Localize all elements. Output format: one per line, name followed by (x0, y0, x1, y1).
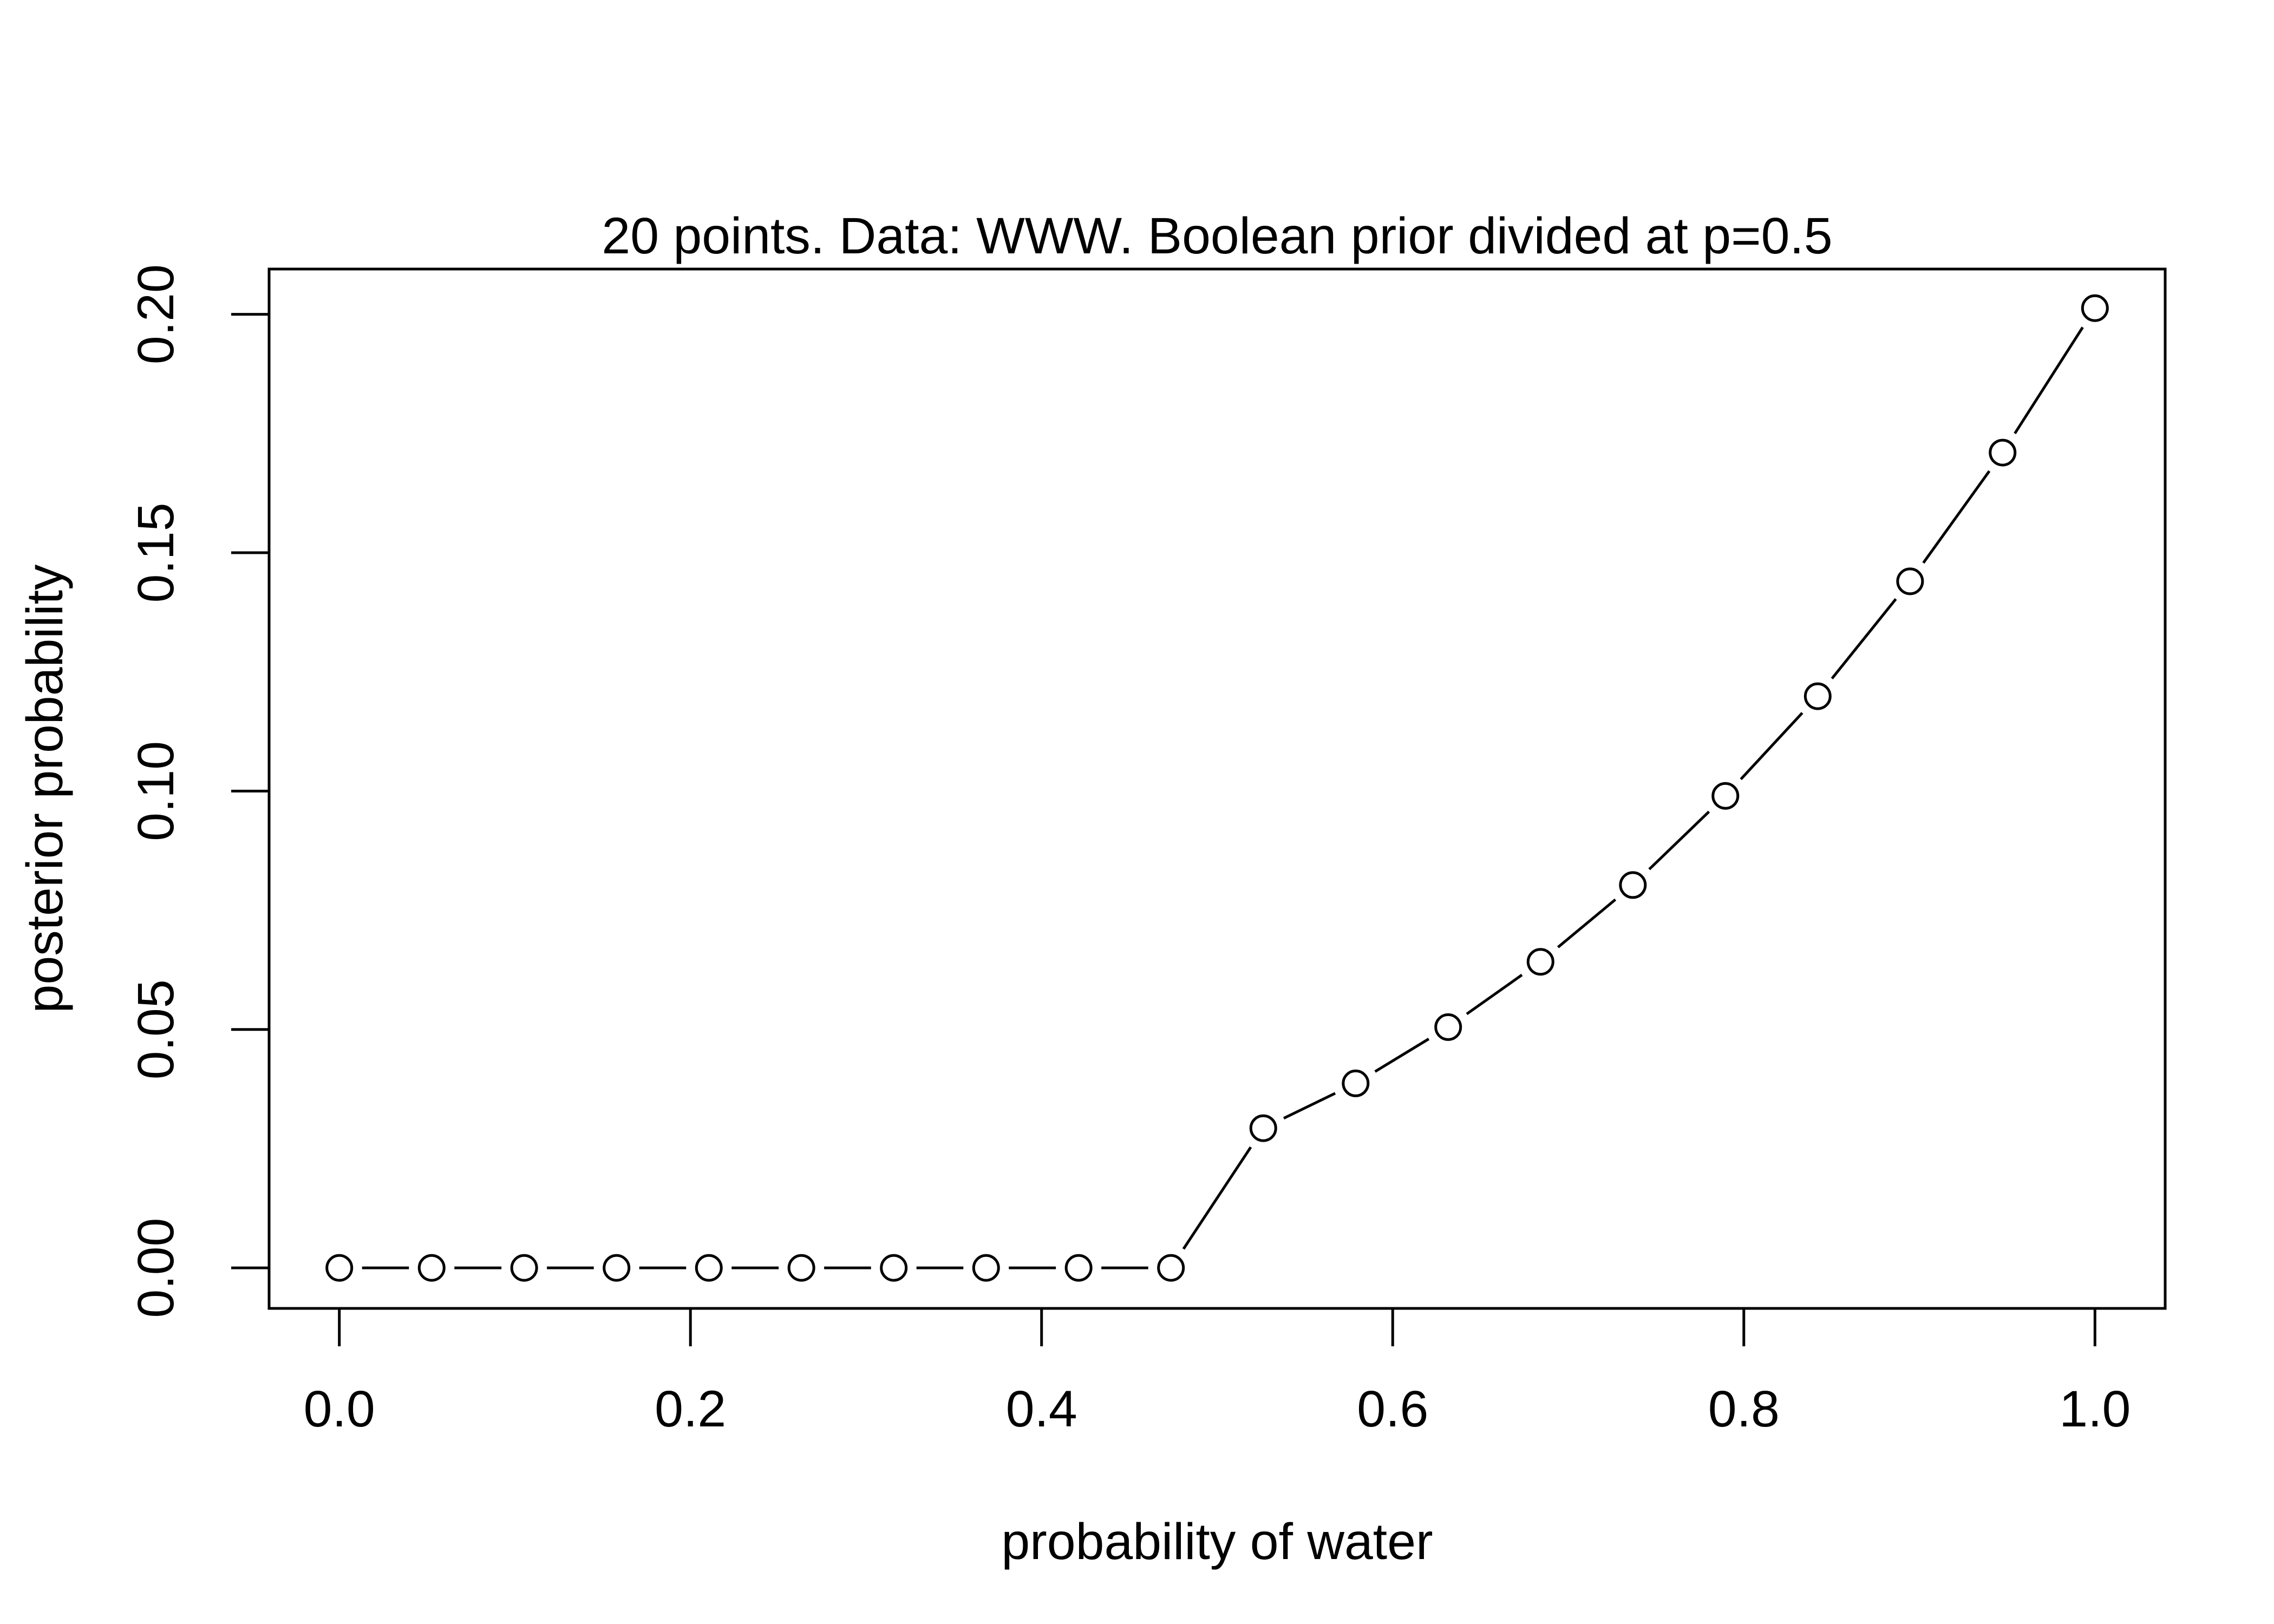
y-tick-label: 0.05 (127, 979, 185, 1079)
data-point (1989, 438, 2017, 467)
series-segment (1831, 598, 1897, 679)
data-point (787, 1254, 815, 1282)
series-segment (2014, 326, 2084, 435)
y-tick-label: 0.20 (127, 264, 185, 364)
series-segment (1740, 712, 1803, 781)
data-point (1896, 567, 1924, 595)
data-point (1619, 871, 1647, 899)
series-segment (1374, 1038, 1430, 1073)
x-tick-label: 0.0 (304, 1380, 375, 1438)
data-point (417, 1254, 446, 1282)
data-point (2081, 294, 2109, 322)
plot-frame (267, 267, 2167, 1310)
series-points (325, 294, 2109, 1282)
data-point (1526, 948, 1554, 976)
series-segment (1648, 810, 1710, 870)
y-tick-label: 0.00 (127, 1218, 185, 1318)
series-segment (1922, 470, 1991, 564)
x-tick-label: 0.4 (1006, 1380, 1077, 1438)
chart-title: 20 points. Data: WWW. Boolean prior divi… (602, 207, 1832, 265)
x-tick-label: 0.8 (1708, 1380, 1780, 1438)
x-axis-label: probability of water (1001, 1513, 1433, 1570)
y-tick-label: 0.10 (127, 741, 185, 841)
y-axis: 0.00 0.05 0.10 0.15 0.20 (127, 264, 271, 1318)
x-tick-label: 0.6 (1357, 1380, 1428, 1438)
data-point (1434, 1013, 1462, 1041)
y-tick-label: 0.15 (127, 503, 185, 603)
data-point (1249, 1114, 1277, 1142)
x-tick-label: 1.0 (2059, 1380, 2131, 1438)
data-point (880, 1254, 908, 1282)
y-axis-label: posterior probability (16, 564, 74, 1013)
series-segment (1557, 898, 1617, 948)
data-point (1803, 682, 1832, 710)
data-point (325, 1254, 354, 1282)
data-point (972, 1254, 1000, 1282)
data-point (603, 1254, 631, 1282)
x-tick-label: 0.2 (655, 1380, 726, 1438)
series-line (362, 326, 2084, 1269)
series-segment (1182, 1146, 1252, 1250)
series-segment (1283, 1092, 1336, 1119)
series-segment (1466, 973, 1523, 1016)
data-point (1157, 1254, 1185, 1282)
data-point (1711, 782, 1740, 810)
x-axis: 0.0 0.2 0.4 0.6 0.8 1.0 (304, 1307, 2131, 1438)
data-point (510, 1254, 538, 1282)
data-point (1064, 1254, 1093, 1282)
data-point (1342, 1069, 1370, 1097)
data-point (695, 1254, 723, 1282)
